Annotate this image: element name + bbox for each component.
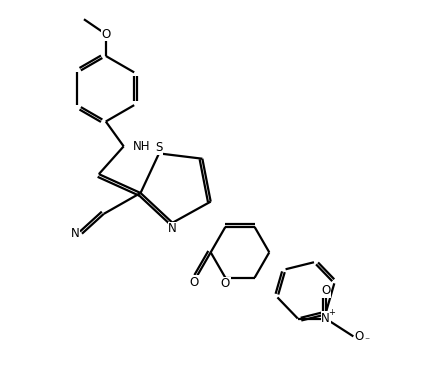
Text: N: N: [320, 312, 329, 325]
Text: +: +: [327, 308, 334, 317]
Text: O: O: [354, 330, 363, 343]
Text: O: O: [320, 284, 329, 297]
Text: O: O: [189, 276, 198, 289]
Text: NH: NH: [132, 140, 150, 153]
Text: O: O: [220, 277, 230, 290]
Text: S: S: [155, 141, 162, 154]
Text: ⁻: ⁻: [364, 336, 369, 346]
Text: N: N: [71, 227, 79, 240]
Text: N: N: [168, 222, 176, 235]
Text: O: O: [101, 28, 110, 41]
